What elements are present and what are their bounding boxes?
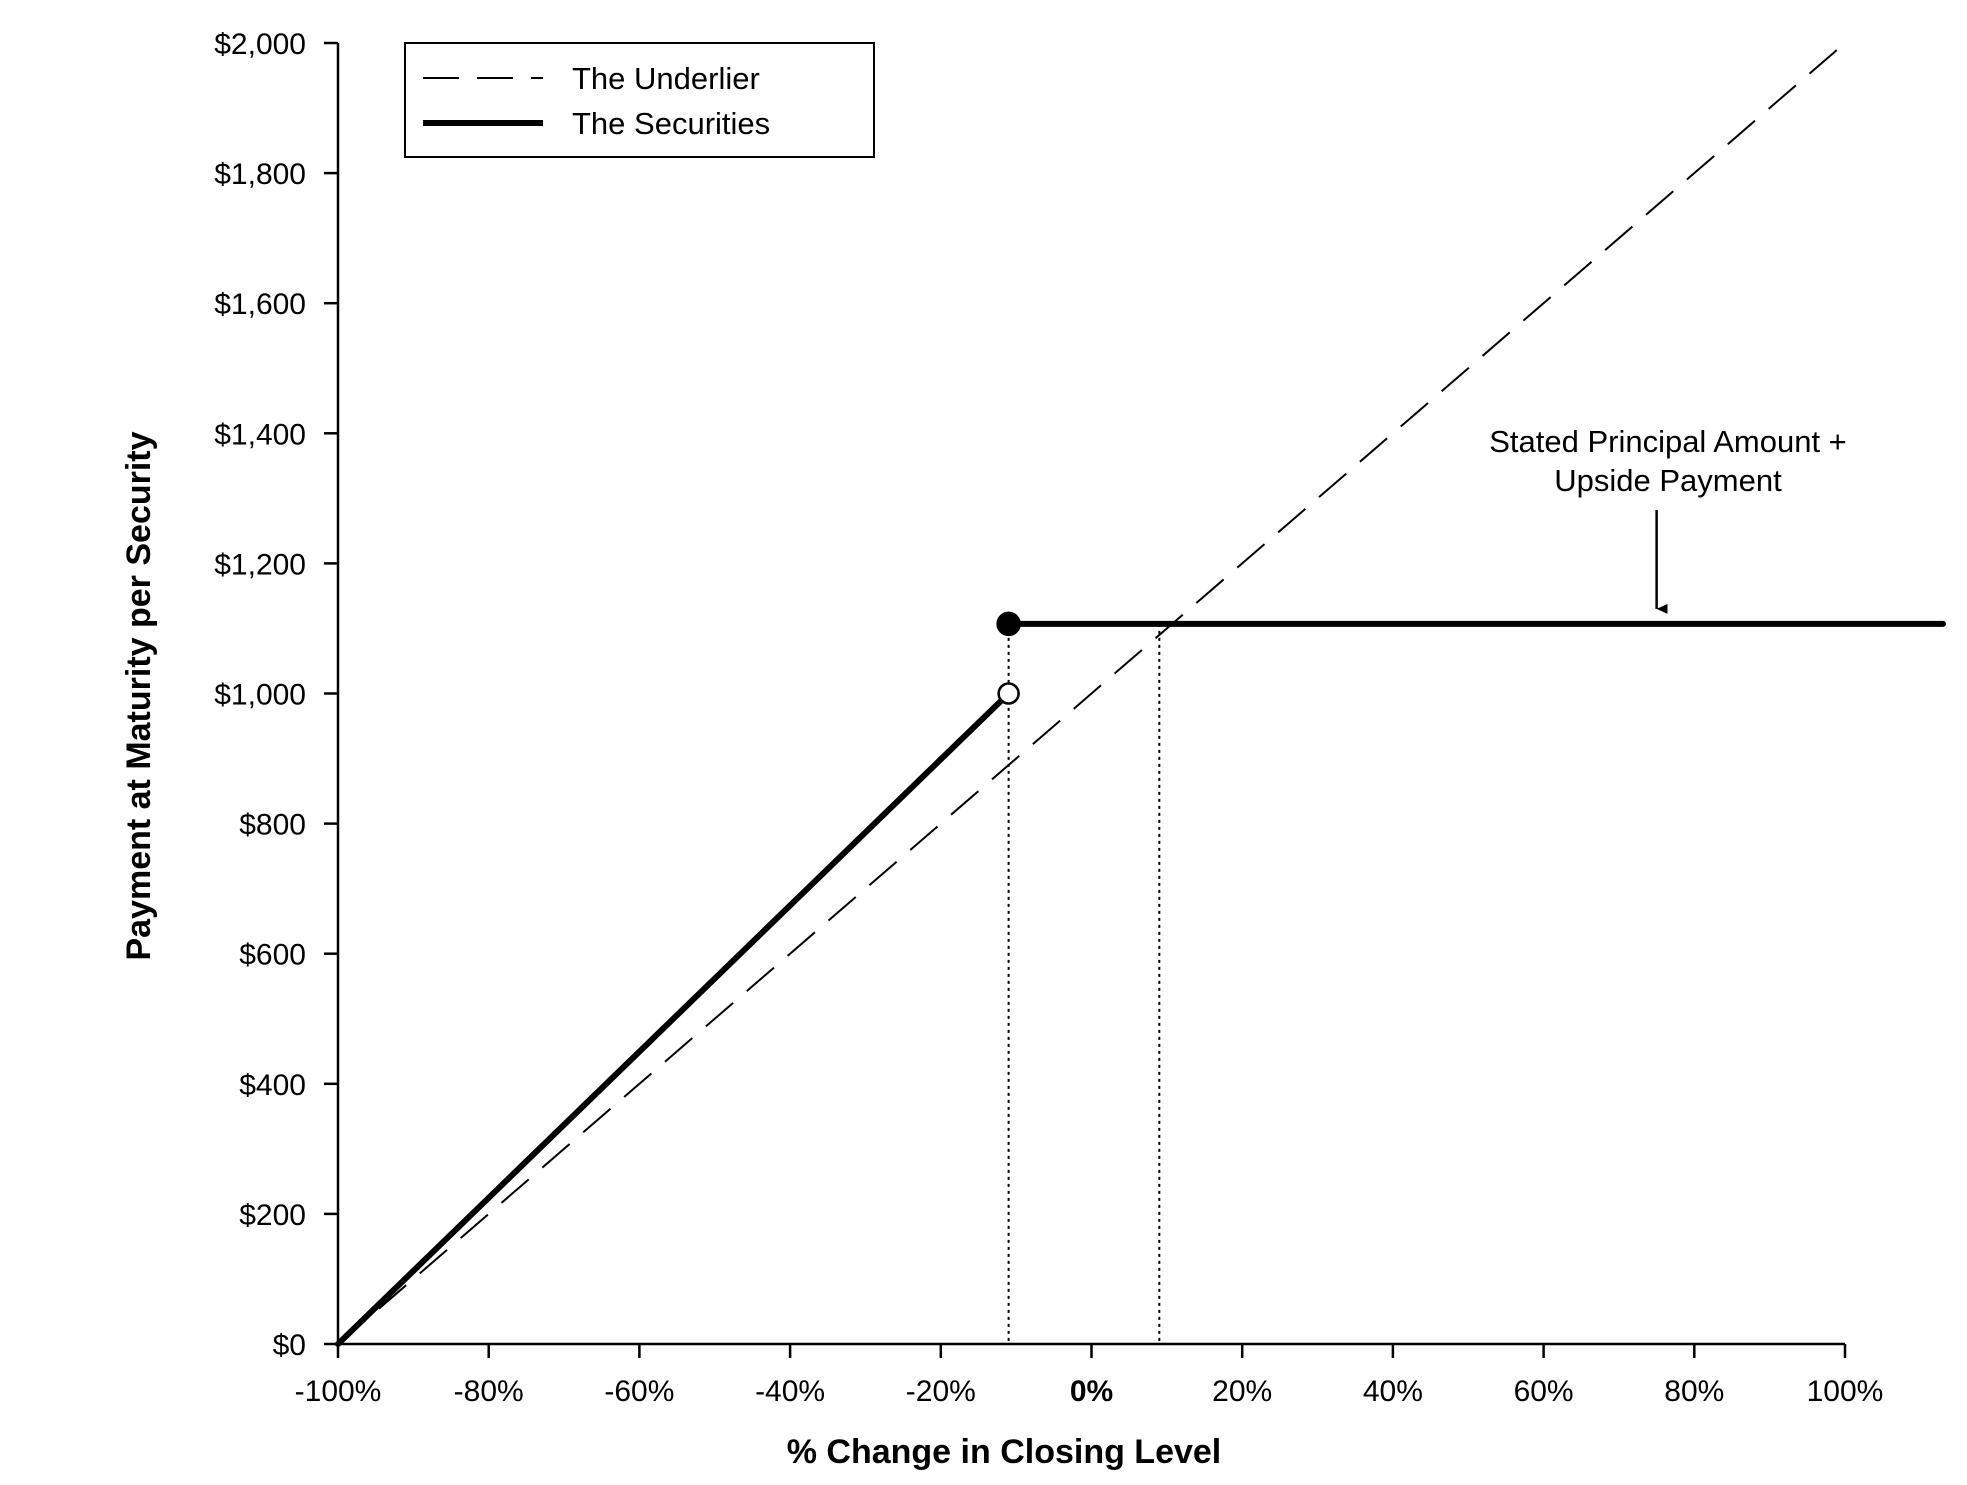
- y-tick-label: $800: [239, 809, 306, 842]
- series-securities: [335, 620, 1946, 1347]
- x-tick-label: 20%: [1212, 1375, 1272, 1408]
- series-underlier: [337, 42, 1846, 1345]
- x-tick-label: 60%: [1514, 1375, 1574, 1408]
- x-tick-label: 40%: [1363, 1375, 1423, 1408]
- x-tick-label: -80%: [454, 1375, 524, 1408]
- annotation: Stated Principal Amount + Upside Payment: [1489, 424, 1847, 614]
- securities-segment: [335, 690, 1012, 1347]
- x-ticks: -100% -80% -60% -40% -20% 0% 20% 40% 60% 80% 100%: [295, 1344, 1884, 1408]
- legend-box: [404, 42, 875, 158]
- legend-securities-label: The Securities: [572, 106, 770, 141]
- reference-lines: [1007, 623, 1161, 1344]
- x-tick-label: 100%: [1807, 1375, 1884, 1408]
- markers: [996, 611, 1021, 705]
- y-tick-label: $400: [239, 1069, 306, 1102]
- y-ticks: $0 $200 $400 $600 $800 $1,000 $1,200 $1,400 $1,6…: [214, 28, 338, 1362]
- underlier-line: [337, 42, 1846, 1345]
- y-tick-label: $200: [239, 1199, 306, 1232]
- y-tick-label: $1,800: [214, 158, 306, 191]
- y-tick-label: $1,000: [214, 679, 306, 712]
- y-tick-label: $2,000: [214, 28, 306, 61]
- x-tick-label: 80%: [1664, 1375, 1724, 1408]
- y-tick-label: $0: [273, 1329, 306, 1362]
- x-tick-label: -20%: [906, 1375, 976, 1408]
- annotation-line-1: Stated Principal Amount +: [1489, 424, 1847, 459]
- annotation-line-2: Upside Payment: [1554, 463, 1782, 498]
- y-axis-title: Payment at Maturity per Security: [120, 431, 158, 960]
- y-tick-label: $600: [239, 939, 306, 972]
- x-axis-title: % Change in Closing Level: [787, 1433, 1222, 1471]
- filled-marker: [996, 611, 1021, 637]
- y-tick-label: $1,400: [214, 418, 306, 451]
- y-tick-label: $1,600: [214, 288, 306, 321]
- x-tick-label: 0%: [1070, 1375, 1113, 1408]
- legend-underlier-label: The Underlier: [572, 61, 760, 96]
- legend: The Underlier The Securities: [404, 42, 875, 158]
- y-tick-label: $1,200: [214, 548, 306, 581]
- open-marker: [997, 682, 1020, 705]
- x-tick-label: -60%: [604, 1375, 674, 1408]
- x-tick-label: -100%: [295, 1375, 382, 1408]
- x-tick-label: -40%: [755, 1375, 825, 1408]
